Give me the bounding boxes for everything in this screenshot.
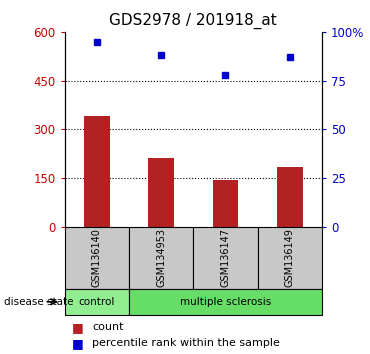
Title: GDS2978 / 201918_at: GDS2978 / 201918_at [110, 13, 277, 29]
Text: GSM136140: GSM136140 [92, 228, 102, 287]
Text: GSM136149: GSM136149 [285, 228, 295, 287]
Text: ■: ■ [72, 337, 84, 350]
Bar [194, 227, 258, 289]
Text: GSM134953: GSM134953 [156, 228, 166, 287]
Text: ■: ■ [72, 321, 84, 334]
Text: multiple sclerosis: multiple sclerosis [180, 297, 271, 307]
Bar [148, 159, 174, 227]
Text: GSM136147: GSM136147 [221, 228, 231, 287]
Bar [65, 289, 129, 315]
Bar [258, 227, 322, 289]
Text: disease state: disease state [4, 297, 73, 307]
Text: control: control [79, 297, 115, 307]
Bar [84, 116, 110, 227]
Bar [213, 179, 238, 227]
Bar [129, 289, 322, 315]
Bar [65, 227, 129, 289]
Text: count: count [92, 322, 124, 332]
Bar [277, 166, 303, 227]
Text: percentile rank within the sample: percentile rank within the sample [92, 338, 280, 348]
Bar [129, 227, 194, 289]
